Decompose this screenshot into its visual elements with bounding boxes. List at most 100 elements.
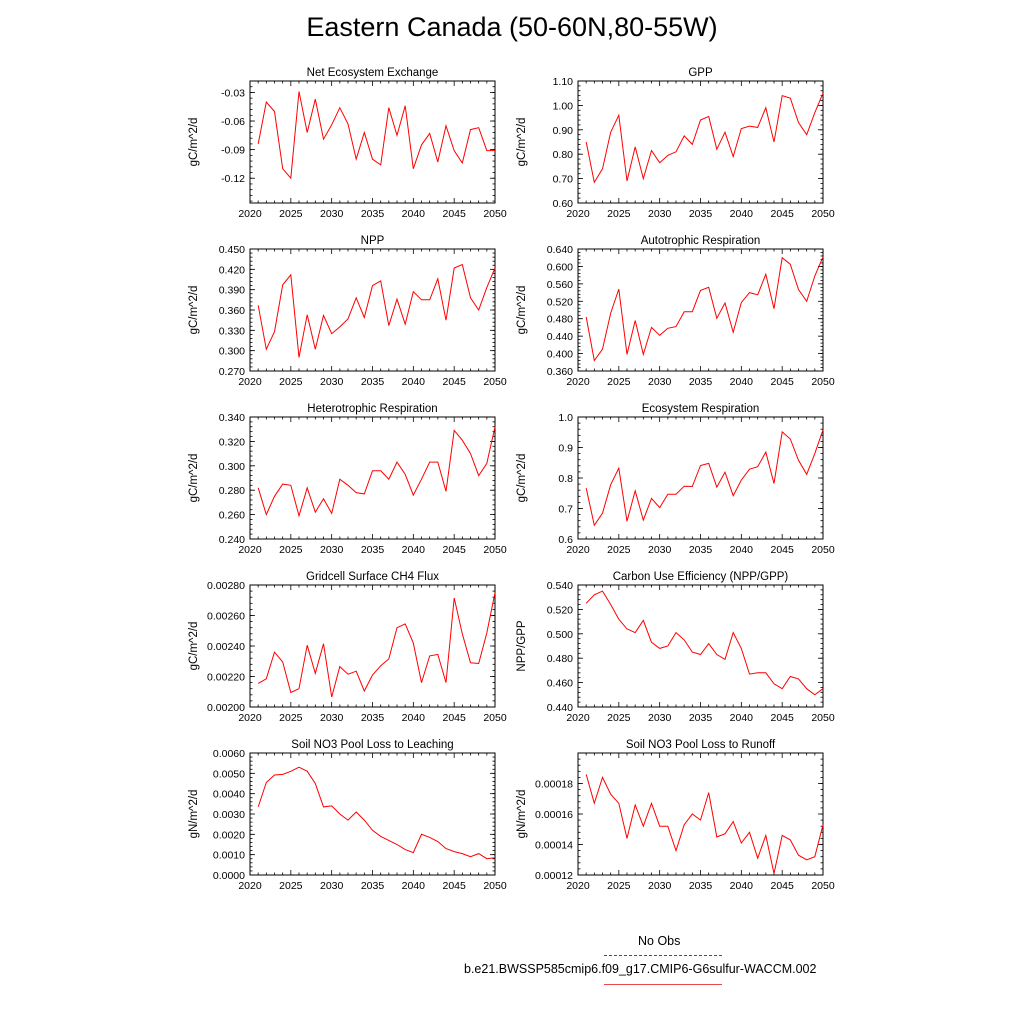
x-tick-label: 2045 (442, 712, 466, 724)
chart-title: Soil NO3 Pool Loss to Runoff (626, 739, 776, 751)
y-tick-label: 0.260 (219, 510, 245, 522)
x-tick-label: 2040 (402, 880, 426, 892)
series-line (257, 263, 496, 358)
y-tick-label: 0.330 (219, 325, 245, 337)
y-tick-label: 0.320 (219, 436, 245, 448)
x-tick-label: 2020 (566, 880, 590, 892)
y-tick-label: 0.6 (558, 534, 573, 546)
chart-title: GPP (688, 67, 713, 79)
y-tick-label: 0.340 (219, 412, 245, 424)
x-tick-label: 2025 (607, 880, 631, 892)
y-axis-label: gN/m^2/d (188, 790, 200, 839)
y-tick-label: 0.450 (219, 244, 245, 256)
x-tick-label: 2040 (402, 208, 426, 220)
x-tick-label: 2050 (483, 712, 507, 724)
x-tick-label: 2020 (238, 208, 262, 220)
y-tick-label: -0.12 (221, 173, 245, 185)
x-tick-label: 2030 (648, 880, 672, 892)
x-tick-label: 2040 (402, 376, 426, 388)
x-tick-label: 2030 (320, 880, 344, 892)
x-tick-label: 2045 (770, 880, 794, 892)
plot-frame (577, 752, 824, 876)
y-tick-label: 1.00 (553, 100, 574, 112)
x-tick-label: 2050 (483, 208, 507, 220)
x-tick-label: 2040 (402, 712, 426, 724)
x-tick-label: 2030 (320, 208, 344, 220)
y-tick-label: -0.03 (221, 87, 245, 99)
x-tick-label: 2035 (689, 544, 713, 556)
x-tick-label: 2035 (361, 544, 385, 556)
y-tick-label: 0.600 (547, 261, 573, 273)
y-tick-label: 0.640 (547, 244, 573, 256)
x-tick-label: 2045 (770, 544, 794, 556)
chart-panel: GPP gC/m^2/d 2020 2025 2030 2035 2040 2045 2050 0… (516, 67, 835, 220)
y-tick-label: 0.00012 (535, 870, 573, 882)
x-tick-label: 2025 (279, 208, 303, 220)
y-tick-label: 0.0060 (213, 748, 245, 760)
x-tick-label: 2040 (730, 376, 754, 388)
y-tick-label: 0.520 (547, 296, 573, 308)
y-axis-label: NPP/GPP (516, 620, 528, 671)
x-tick-label: 2050 (811, 376, 835, 388)
x-tick-label: 2045 (442, 880, 466, 892)
plot-frame (577, 584, 824, 708)
x-tick-label: 2030 (648, 208, 672, 220)
y-axis-label: gC/m^2/d (188, 622, 200, 671)
plot-frame (249, 248, 496, 372)
y-tick-label: 0.440 (547, 702, 573, 714)
y-tick-label: 0.00014 (535, 840, 573, 852)
x-tick-label: 2035 (361, 208, 385, 220)
y-tick-label: 0.7 (558, 504, 573, 516)
x-tick-label: 2020 (238, 880, 262, 892)
x-tick-label: 2040 (730, 880, 754, 892)
y-tick-label: 0.400 (547, 349, 573, 361)
chart-panel: NPP gC/m^2/d 2020 2025 2030 2035 2040 2045 2050 0… (188, 235, 507, 388)
chart-panel: Gridcell Surface CH4 Flux gC/m^2/d 2020 202… (188, 571, 507, 724)
x-tick-label: 2020 (238, 376, 262, 388)
y-tick-label: 0.60 (553, 198, 574, 210)
x-tick-label: 2035 (689, 712, 713, 724)
y-tick-label: 0.0050 (213, 768, 245, 780)
y-tick-label: 0.500 (547, 629, 573, 641)
x-tick-label: 2050 (811, 712, 835, 724)
y-axis-label: gC/m^2/d (188, 118, 200, 167)
y-axis-label: gC/m^2/d (188, 286, 200, 335)
x-tick-label: 2035 (361, 880, 385, 892)
x-tick-label: 2045 (770, 208, 794, 220)
y-axis-label: gN/m^2/d (516, 790, 528, 839)
x-tick-label: 2025 (279, 712, 303, 724)
y-tick-label: 0.240 (219, 534, 245, 546)
x-tick-label: 2025 (279, 544, 303, 556)
y-tick-label: 0.420 (219, 264, 245, 276)
chart-panel: Soil NO3 Pool Loss to Runoff gN/m^2/d 2020… (516, 739, 835, 892)
x-tick-label: 2025 (279, 880, 303, 892)
x-tick-label: 2040 (730, 544, 754, 556)
y-tick-label: 0.300 (219, 346, 245, 358)
y-tick-label: 0.00016 (535, 809, 573, 821)
x-tick-label: 2035 (689, 208, 713, 220)
plot-frame (249, 584, 496, 708)
x-tick-label: 2030 (648, 712, 672, 724)
chart-panel: Net Ecosystem Exchange gC/m^2/d 2020 2025 20… (188, 67, 507, 220)
series-line (257, 766, 496, 860)
x-tick-label: 2030 (648, 544, 672, 556)
x-tick-label: 2020 (566, 712, 590, 724)
y-tick-label: 0.00260 (207, 611, 245, 623)
y-tick-label: 0.0010 (213, 850, 245, 862)
y-tick-label: 0.00220 (207, 672, 245, 684)
y-tick-label: 1.0 (558, 412, 573, 424)
y-tick-label: 0.460 (547, 678, 573, 690)
chart-title: Gridcell Surface CH4 Flux (306, 571, 439, 583)
y-axis-label: gC/m^2/d (188, 454, 200, 503)
plot-frame (249, 752, 496, 876)
y-tick-label: -0.06 (221, 116, 245, 128)
chart-panel: Heterotrophic Respiration gC/m^2/d 2020 202… (188, 403, 507, 556)
page-title: Eastern Canada (50-60N,80-55W) (306, 12, 718, 42)
x-tick-label: 2025 (607, 376, 631, 388)
chart-title: NPP (361, 235, 385, 247)
x-tick-label: 2030 (320, 544, 344, 556)
y-tick-label: 0.70 (553, 174, 574, 186)
y-tick-label: 0.00200 (207, 702, 245, 714)
y-axis-label: gC/m^2/d (516, 118, 528, 167)
chart-panel: Ecosystem Respiration gC/m^2/d 2020 2025 203… (516, 403, 835, 556)
